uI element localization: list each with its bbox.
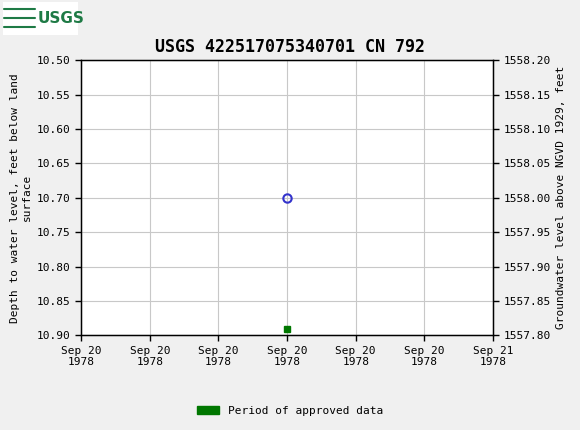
Y-axis label: Groundwater level above NGVD 1929, feet: Groundwater level above NGVD 1929, feet — [556, 66, 566, 329]
Text: USGS 422517075340701 CN 792: USGS 422517075340701 CN 792 — [155, 38, 425, 56]
Legend: Period of approved data: Period of approved data — [193, 401, 387, 420]
Y-axis label: Depth to water level, feet below land
surface: Depth to water level, feet below land su… — [10, 73, 31, 322]
Text: USGS: USGS — [38, 11, 85, 26]
FancyBboxPatch shape — [3, 2, 78, 35]
